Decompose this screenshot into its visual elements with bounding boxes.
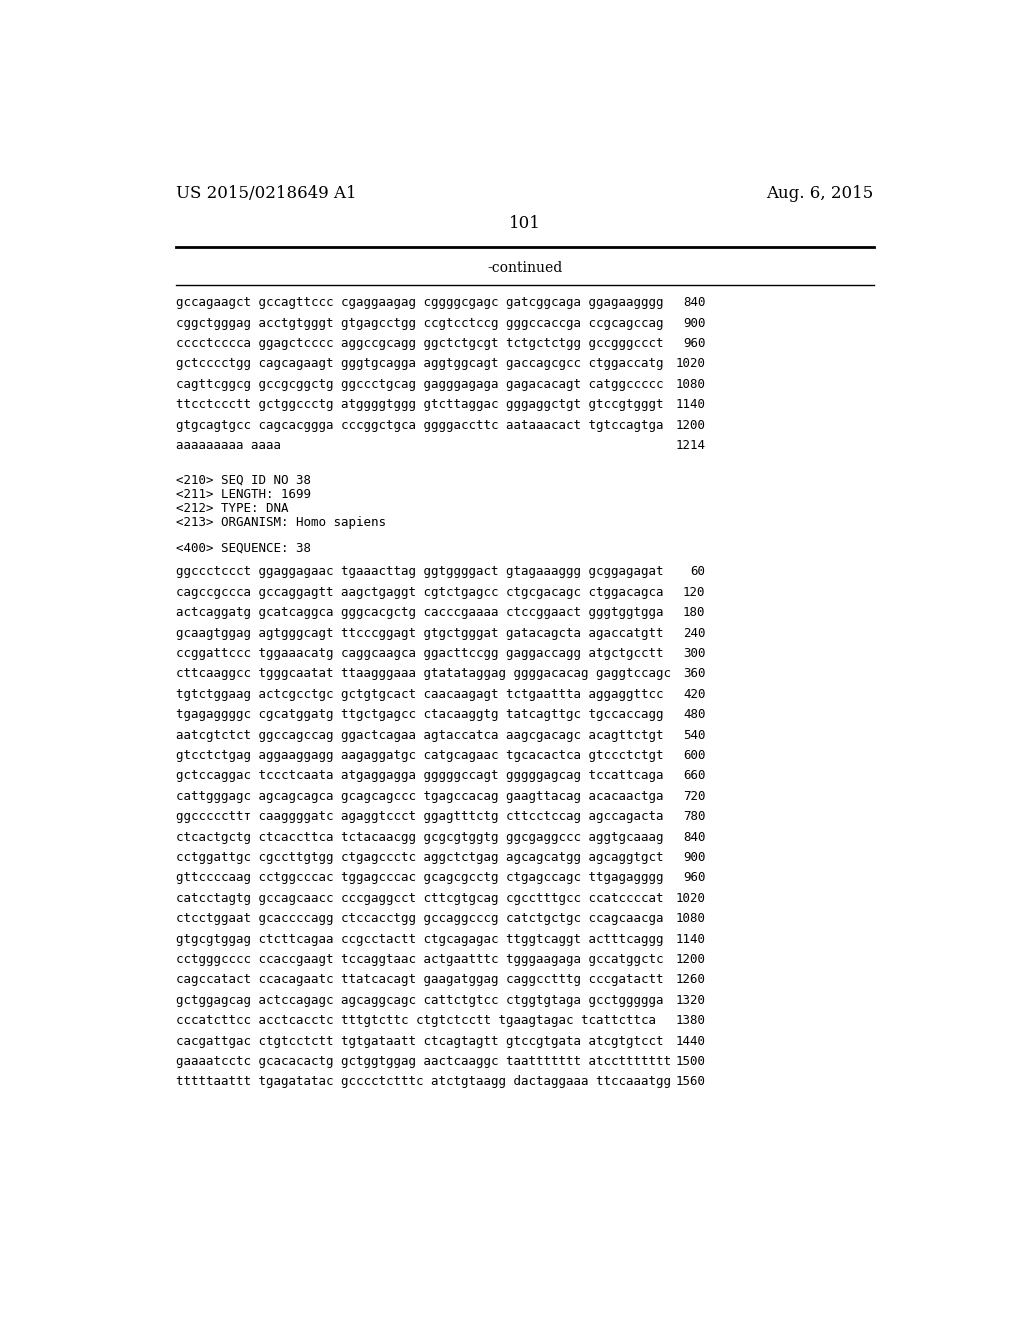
Text: 960: 960 bbox=[683, 871, 706, 884]
Text: 60: 60 bbox=[690, 565, 706, 578]
Text: ttcctccctt gctggccctg atggggtggg gtcttaggac gggaggctgt gtccgtgggt: ttcctccctt gctggccctg atggggtggg gtcttag… bbox=[176, 399, 664, 412]
Text: cattgggagc agcagcagca gcagcagccc tgagccacag gaagttacag acacaactga: cattgggagc agcagcagca gcagcagccc tgagcca… bbox=[176, 789, 664, 803]
Text: 1440: 1440 bbox=[676, 1035, 706, 1048]
Text: US 2015/0218649 A1: US 2015/0218649 A1 bbox=[176, 185, 356, 202]
Text: tgtctggaag actcgcctgc gctgtgcact caacaagagt tctgaattta aggaggttcc: tgtctggaag actcgcctgc gctgtgcact caacaag… bbox=[176, 688, 664, 701]
Text: <213> ORGANISM: Homo sapiens: <213> ORGANISM: Homo sapiens bbox=[176, 516, 386, 529]
Text: cagccgccca gccaggagtt aagctgaggt cgtctgagcc ctgcgacagc ctggacagca: cagccgccca gccaggagtt aagctgaggt cgtctga… bbox=[176, 586, 664, 599]
Text: cccctcccca ggagctcccc aggccgcagg ggctctgcgt tctgctctgg gccgggccct: cccctcccca ggagctcccc aggccgcagg ggctctg… bbox=[176, 337, 664, 350]
Text: gttccccaag cctggcccac tggagcccac gcagcgcctg ctgagccagc ttgagagggg: gttccccaag cctggcccac tggagcccac gcagcgc… bbox=[176, 871, 664, 884]
Text: 1320: 1320 bbox=[676, 994, 706, 1007]
Text: 840: 840 bbox=[683, 296, 706, 309]
Text: gctggagcag actccagagc agcaggcagc cattctgtcc ctggtgtaga gcctggggga: gctggagcag actccagagc agcaggcagc cattctg… bbox=[176, 994, 664, 1007]
Text: 720: 720 bbox=[683, 789, 706, 803]
Text: aatcgtctct ggccagccag ggactcagaa agtaccatca aagcgacagc acagttctgt: aatcgtctct ggccagccag ggactcagaa agtacca… bbox=[176, 729, 664, 742]
Text: gctcccctgg cagcagaagt gggtgcagga aggtggcagt gaccagcgcc ctggaccatg: gctcccctgg cagcagaagt gggtgcagga aggtggc… bbox=[176, 358, 664, 371]
Text: cccatcttcc acctcacctc tttgtcttc ctgtctcctt tgaagtagac tcattcttca: cccatcttcc acctcacctc tttgtcttc ctgtctcc… bbox=[176, 1014, 656, 1027]
Text: ctcctggaat gcaccccagg ctccacctgg gccaggcccg catctgctgc ccagcaacga: ctcctggaat gcaccccagg ctccacctgg gccaggc… bbox=[176, 912, 664, 925]
Text: ctcactgctg ctcaccttca tctacaacgg gcgcgtggtg ggcgaggccc aggtgcaaag: ctcactgctg ctcaccttca tctacaacgg gcgcgtg… bbox=[176, 830, 664, 843]
Text: 960: 960 bbox=[683, 337, 706, 350]
Text: 240: 240 bbox=[683, 627, 706, 640]
Text: 300: 300 bbox=[683, 647, 706, 660]
Text: cagttcggcg gccgcggctg ggccctgcag gagggagaga gagacacagt catggccccc: cagttcggcg gccgcggctg ggccctgcag gagggag… bbox=[176, 378, 664, 391]
Text: 660: 660 bbox=[683, 770, 706, 783]
Text: 420: 420 bbox=[683, 688, 706, 701]
Text: 1020: 1020 bbox=[676, 892, 706, 904]
Text: gtgcgtggag ctcttcagaa ccgcctactt ctgcagagac ttggtcaggt actttcaggg: gtgcgtggag ctcttcagaa ccgcctactt ctgcaga… bbox=[176, 933, 664, 945]
Text: 1140: 1140 bbox=[676, 399, 706, 412]
Text: gaaaatcctc gcacacactg gctggtggag aactcaaggc taattttttt atccttttttt: gaaaatcctc gcacacactg gctggtggag aactcaa… bbox=[176, 1055, 671, 1068]
Text: cagccatact ccacagaatc ttatcacagt gaagatggag caggcctttg cccgatactt: cagccatact ccacagaatc ttatcacagt gaagatg… bbox=[176, 973, 664, 986]
Text: ccggattccc tggaaacatg caggcaagca ggacttccgg gaggaccagg atgctgcctt: ccggattccc tggaaacatg caggcaagca ggacttc… bbox=[176, 647, 664, 660]
Text: 180: 180 bbox=[683, 606, 706, 619]
Text: 101: 101 bbox=[509, 215, 541, 232]
Text: 120: 120 bbox=[683, 586, 706, 599]
Text: ggcccccttт caaggggatc agaggtccct ggagtttctg cttcctccag agccagacta: ggcccccttт caaggggatc agaggtccct ggagttt… bbox=[176, 810, 664, 824]
Text: <212> TYPE: DNA: <212> TYPE: DNA bbox=[176, 502, 289, 515]
Text: 900: 900 bbox=[683, 851, 706, 865]
Text: -continued: -continued bbox=[487, 261, 562, 276]
Text: cctggattgc cgccttgtgg ctgagccctc aggctctgag agcagcatgg agcaggtgct: cctggattgc cgccttgtgg ctgagccctc aggctct… bbox=[176, 851, 664, 865]
Text: actcaggatg gcatcaggca gggcacgctg cacccgaaaa ctccggaact gggtggtgga: actcaggatg gcatcaggca gggcacgctg cacccga… bbox=[176, 606, 664, 619]
Text: 600: 600 bbox=[683, 748, 706, 762]
Text: 900: 900 bbox=[683, 317, 706, 330]
Text: tgagaggggc cgcatggatg ttgctgagcc ctacaaggtg tatcagttgc tgccaccagg: tgagaggggc cgcatggatg ttgctgagcc ctacaag… bbox=[176, 709, 664, 721]
Text: 1200: 1200 bbox=[676, 418, 706, 432]
Text: cctgggcccc ccaccgaagt tccaggtaac actgaatttc tgggaagaga gccatggctc: cctgggcccc ccaccgaagt tccaggtaac actgaat… bbox=[176, 953, 664, 966]
Text: 1080: 1080 bbox=[676, 912, 706, 925]
Text: 1214: 1214 bbox=[676, 440, 706, 451]
Text: cttcaaggcc tgggcaatat ttaagggaaa gtatataggag ggggacacag gaggtccagc: cttcaaggcc tgggcaatat ttaagggaaa gtatata… bbox=[176, 668, 671, 680]
Text: <211> LENGTH: 1699: <211> LENGTH: 1699 bbox=[176, 487, 311, 500]
Text: 1500: 1500 bbox=[676, 1055, 706, 1068]
Text: <210> SEQ ID NO 38: <210> SEQ ID NO 38 bbox=[176, 474, 311, 486]
Text: 1020: 1020 bbox=[676, 358, 706, 371]
Text: gtgcagtgcc cagcacggga cccggctgca ggggaccttc aataaacact tgtccagtga: gtgcagtgcc cagcacggga cccggctgca ggggacc… bbox=[176, 418, 664, 432]
Text: 1080: 1080 bbox=[676, 378, 706, 391]
Text: 780: 780 bbox=[683, 810, 706, 824]
Text: ggccctccct ggaggagaac tgaaacttag ggtggggact gtagaaaggg gcggagagat: ggccctccct ggaggagaac tgaaacttag ggtgggg… bbox=[176, 565, 664, 578]
Text: 480: 480 bbox=[683, 709, 706, 721]
Text: 840: 840 bbox=[683, 830, 706, 843]
Text: <400> SEQUENCE: 38: <400> SEQUENCE: 38 bbox=[176, 543, 311, 554]
Text: gctccaggac tccctcaata atgaggagga gggggccagt gggggagcag tccattcaga: gctccaggac tccctcaata atgaggagga gggggcc… bbox=[176, 770, 664, 783]
Text: gccagaagct gccagttccc cgaggaagag cggggcgagc gatcggcaga ggagaagggg: gccagaagct gccagttccc cgaggaagag cggggcg… bbox=[176, 296, 664, 309]
Text: 540: 540 bbox=[683, 729, 706, 742]
Text: aaaaaaaaa aaaa: aaaaaaaaa aaaa bbox=[176, 440, 281, 451]
Text: Aug. 6, 2015: Aug. 6, 2015 bbox=[766, 185, 873, 202]
Text: cacgattgac ctgtcctctt tgtgataatt ctcagtagtt gtccgtgata atcgtgtcct: cacgattgac ctgtcctctt tgtgataatt ctcagta… bbox=[176, 1035, 664, 1048]
Text: 360: 360 bbox=[683, 668, 706, 680]
Text: gcaagtggag agtgggcagt ttcccggagt gtgctgggat gatacagcta agaccatgtt: gcaagtggag agtgggcagt ttcccggagt gtgctgg… bbox=[176, 627, 664, 640]
Text: 1260: 1260 bbox=[676, 973, 706, 986]
Text: tttttaattt tgagatatac gcccctctttc atctgtaagg dactaggaaa ttccaaatgg: tttttaattt tgagatatac gcccctctttc atctgt… bbox=[176, 1076, 671, 1089]
Text: 1560: 1560 bbox=[676, 1076, 706, 1089]
Text: catcctagtg gccagcaacc cccgaggcct cttcgtgcag cgcctttgcc ccatccccat: catcctagtg gccagcaacc cccgaggcct cttcgtg… bbox=[176, 892, 664, 904]
Text: gtcctctgag aggaaggagg aagaggatgc catgcagaac tgcacactca gtccctctgt: gtcctctgag aggaaggagg aagaggatgc catgcag… bbox=[176, 748, 664, 762]
Text: 1140: 1140 bbox=[676, 933, 706, 945]
Text: 1200: 1200 bbox=[676, 953, 706, 966]
Text: cggctgggag acctgtgggt gtgagcctgg ccgtcctccg gggccaccga ccgcagccag: cggctgggag acctgtgggt gtgagcctgg ccgtcct… bbox=[176, 317, 664, 330]
Text: 1380: 1380 bbox=[676, 1014, 706, 1027]
